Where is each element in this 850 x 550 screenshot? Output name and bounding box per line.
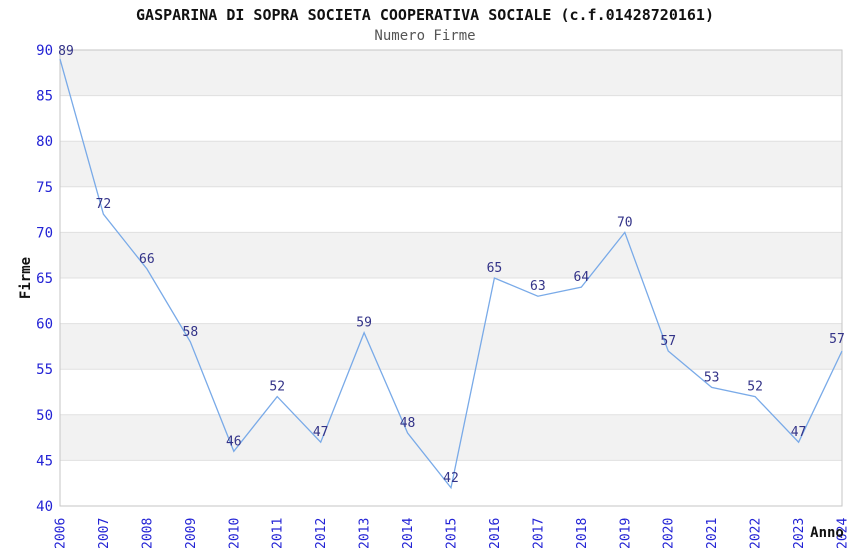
plot-band	[60, 323, 842, 370]
y-tick-label: 70	[36, 225, 53, 241]
data-point-label: 52	[747, 380, 763, 395]
x-tick-label: 2013	[358, 518, 373, 549]
data-point-label: 46	[226, 434, 242, 449]
chart-title: GASPARINA DI SOPRA SOCIETA COOPERATIVA S…	[136, 6, 714, 24]
data-point-label: 70	[617, 215, 633, 230]
data-point-label: 65	[487, 261, 503, 276]
plot-border	[59, 49, 843, 507]
data-point-label: 42	[443, 471, 459, 486]
y-axis-tick-labels: 40 45 50 55 60 65 70 75 80 85 90	[36, 43, 53, 515]
x-tick-label: 2014	[401, 518, 416, 549]
x-tick-label: 2022	[749, 518, 764, 549]
data-point-label: 66	[139, 252, 155, 267]
y-tick-label: 50	[36, 408, 53, 424]
x-tick-label: 2011	[271, 518, 286, 549]
y-tick-label: 75	[36, 180, 53, 196]
data-point-label: 57	[660, 334, 676, 349]
y-tick-label: 60	[36, 317, 53, 333]
y-tick-label: 90	[36, 43, 53, 59]
x-tick-label: 2010	[227, 518, 242, 549]
plot-band	[60, 232, 842, 278]
x-tick-label: 2009	[184, 518, 199, 549]
y-tick-label: 65	[36, 271, 53, 287]
plot-band	[60, 141, 842, 187]
y-axis-title: Firme	[18, 257, 34, 299]
x-axis-title: Anno	[810, 525, 844, 541]
data-point-label: 72	[96, 197, 112, 212]
x-tick-label: 2015	[445, 518, 460, 549]
y-tick-label: 45	[36, 453, 53, 469]
data-series-line	[59, 58, 843, 490]
data-point-label: 53	[704, 370, 720, 385]
y-tick-label: 85	[36, 89, 53, 105]
x-tick-label: 2018	[575, 518, 590, 549]
x-tick-label: 2012	[314, 518, 329, 549]
chart-subtitle: Numero Firme	[374, 28, 476, 44]
x-tick-label: 2020	[662, 518, 677, 549]
plot-bands	[60, 50, 842, 461]
data-point-labels: 89 72 66 58 46 52 47 59 48 42 65 63 64 70 57 53 52 47 57	[58, 44, 845, 486]
data-point-label: 64	[574, 270, 590, 285]
data-point-label: 47	[313, 425, 329, 440]
plot-band	[60, 414, 842, 461]
y-tick-label: 55	[36, 362, 53, 378]
data-point-label: 52	[269, 380, 285, 395]
data-point-label: 47	[791, 425, 807, 440]
data-point-label: 63	[530, 279, 546, 294]
y-tick-label: 40	[36, 499, 53, 515]
x-tick-label: 2021	[705, 518, 720, 549]
x-tick-label: 2008	[140, 518, 155, 549]
x-tick-label: 2023	[792, 518, 807, 549]
data-point-label: 59	[356, 316, 372, 331]
y-tick-label: 80	[36, 134, 53, 150]
data-point-label: 48	[400, 416, 416, 431]
data-point-label: 58	[183, 325, 199, 340]
x-tick-label: 2024	[836, 518, 850, 549]
data-point-label: 57	[829, 332, 845, 347]
x-tick-label: 2007	[97, 518, 112, 549]
data-point-label: 89	[58, 44, 74, 59]
x-tick-label: 2006	[54, 518, 69, 549]
x-tick-label: 2019	[618, 518, 633, 549]
x-tick-label: 2017	[531, 518, 546, 549]
plot-band	[60, 50, 842, 96]
x-tick-label: 2016	[488, 518, 503, 549]
x-axis-tick-labels: 2006 2007 2008 2009 2010 2011 2012 2013 2014 2015…	[54, 518, 850, 549]
